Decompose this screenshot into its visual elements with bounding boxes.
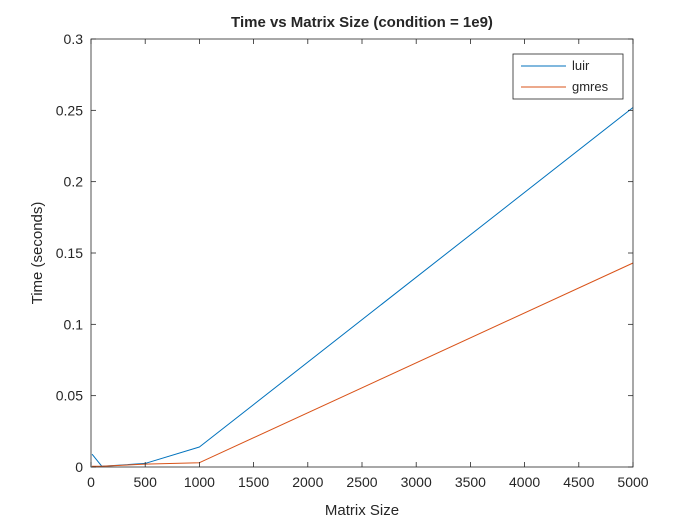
y-tick-label: 0.25 <box>56 102 83 118</box>
legend-label-luir: luir <box>572 58 590 73</box>
plot-area <box>91 39 633 467</box>
x-tick-label: 0 <box>87 474 95 490</box>
legend-label-gmres: gmres <box>572 79 609 94</box>
x-tick-label: 500 <box>134 474 158 490</box>
axes-box <box>90 38 634 468</box>
x-tick-label: 4000 <box>509 474 540 490</box>
x-tick-label: 5000 <box>617 474 648 490</box>
y-axis-title: Time (seconds) <box>29 202 46 305</box>
ticks-layer: 0 500 1000 1500 2000 2500 3000 3500 4000 4500 5000… <box>56 31 649 490</box>
y-tick-label: 0.05 <box>56 388 83 404</box>
x-tick-label: 4500 <box>563 474 594 490</box>
y-tick-label: 0.1 <box>64 316 84 332</box>
y-tick-label: 0.3 <box>64 31 84 47</box>
x-axis-title: Matrix Size <box>325 502 399 519</box>
y-tick-label: 0.15 <box>56 245 83 261</box>
y-tick-label: 0.2 <box>64 174 84 190</box>
x-tick-label: 2000 <box>292 474 323 490</box>
legend-box <box>512 53 624 100</box>
x-tick-label: 1500 <box>238 474 269 490</box>
x-tick-label: 1000 <box>184 474 215 490</box>
y-tick-label: 0 <box>75 459 83 475</box>
chart-title: Time vs Matrix Size (condition = 1e9) <box>231 14 493 31</box>
x-tick-label: 3000 <box>401 474 432 490</box>
x-tick-label: 2500 <box>346 474 377 490</box>
legend: luir gmres <box>512 53 624 100</box>
x-tick-label: 3500 <box>455 474 486 490</box>
